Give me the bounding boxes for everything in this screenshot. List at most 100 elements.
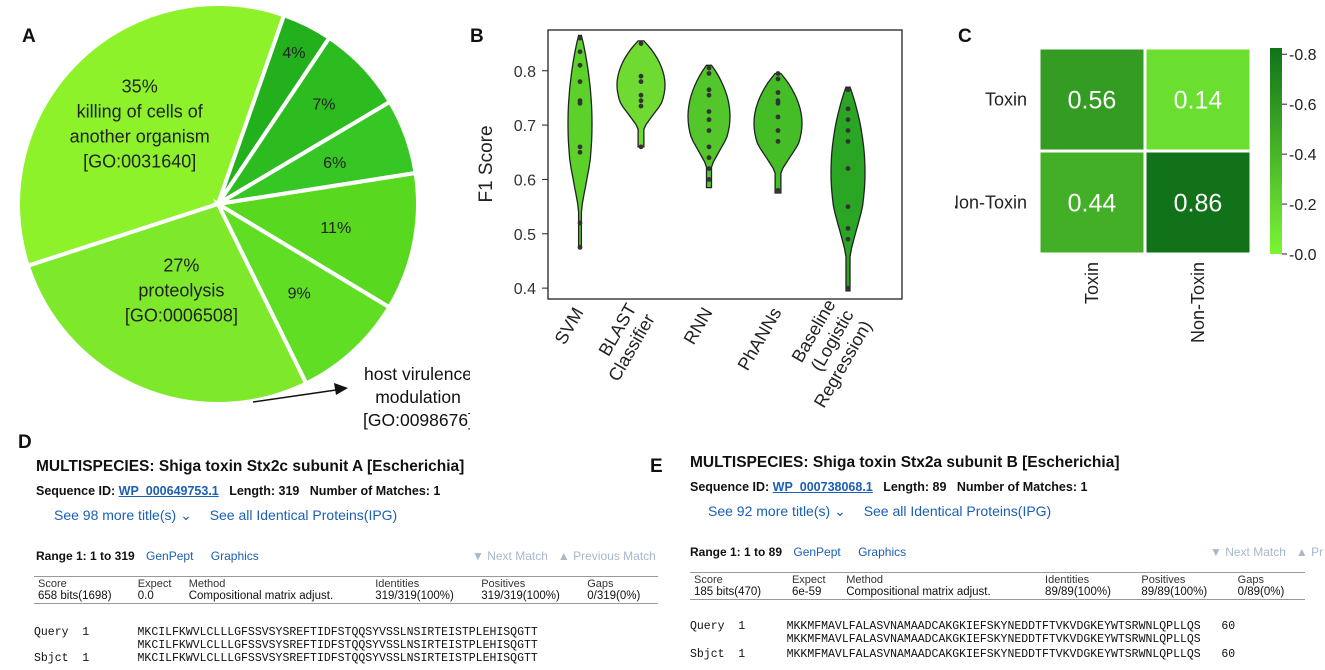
pie-slice bbox=[25, 201, 309, 406]
violin-point bbox=[706, 71, 712, 76]
y-axis-label: F1 Score bbox=[476, 125, 497, 202]
violin-point bbox=[775, 71, 781, 76]
violin-point bbox=[845, 128, 851, 133]
y-tick-label: 0.7 bbox=[514, 118, 536, 135]
more-titles-link[interactable]: See 92 more title(s) ⌄ bbox=[708, 503, 846, 519]
previous-match-link[interactable]: ▲ Pr bbox=[1295, 545, 1324, 559]
pie-slice-label: killing of cells of bbox=[77, 101, 204, 121]
violin-point bbox=[845, 236, 851, 242]
violin-point bbox=[706, 92, 712, 98]
violin-point bbox=[577, 149, 583, 155]
table-value-cell: 185 bits(470) bbox=[690, 586, 788, 600]
violin-point bbox=[638, 103, 644, 109]
table-header-cell: Gaps bbox=[583, 576, 658, 590]
table-value-cell: 89/89(100%) bbox=[1137, 586, 1234, 600]
pie-slice-percent: 4% bbox=[282, 45, 305, 62]
y-tick-label: 0.4 bbox=[514, 281, 536, 298]
violin-point bbox=[775, 187, 781, 193]
heatmap-col-label: Non-Toxin bbox=[1188, 262, 1208, 343]
violin-point bbox=[706, 128, 712, 133]
range-label: Range 1: 1 to 89 bbox=[690, 545, 783, 559]
previous-match-link[interactable]: ▲ Previous Match bbox=[557, 549, 656, 563]
identical-proteins-link[interactable]: See all Identical Proteins(IPG) bbox=[209, 507, 398, 523]
violin-point bbox=[577, 79, 583, 85]
blast-title: MULTISPECIES: Shiga toxin Stx2c subunit … bbox=[36, 458, 465, 475]
match-nav: ▼ Next Match ▲ Previous Match bbox=[472, 549, 656, 563]
violin-point bbox=[845, 225, 851, 231]
graphics-link[interactable]: Graphics bbox=[210, 549, 259, 563]
sequence-id-link[interactable]: WP_000649753.1 bbox=[118, 484, 219, 498]
next-match-link[interactable]: ▼ Next Match bbox=[472, 549, 548, 563]
table-value-cell: 319/319(100%) bbox=[371, 590, 478, 604]
violin-point bbox=[706, 109, 712, 114]
colorbar-tick-label: -0.2 bbox=[1289, 197, 1317, 214]
table-value-cell: 0.0 bbox=[133, 590, 185, 604]
violin-point bbox=[706, 117, 712, 123]
table-header-cell: Method bbox=[842, 572, 1042, 586]
chevron-down-icon: ⌄ bbox=[834, 503, 846, 519]
annotation-arrow-head bbox=[334, 383, 348, 395]
heatmap-col-label: Toxin bbox=[1082, 262, 1102, 304]
violin-point bbox=[638, 79, 644, 85]
violin-point bbox=[775, 100, 781, 106]
match-sequence: MKCILFKWVLCLLLGFSSVSYSREFTIDFSTQQSYVSSLN… bbox=[34, 639, 538, 652]
graphics-link[interactable]: Graphics bbox=[858, 545, 907, 559]
heatmap-cell-value: 0.44 bbox=[1068, 190, 1117, 218]
table-value-cell: 0/89(0%) bbox=[1233, 586, 1305, 600]
violin-point bbox=[775, 128, 781, 133]
panel-label-c: C bbox=[958, 26, 972, 47]
violin-point bbox=[775, 90, 781, 95]
pie-slice-label: [GO:0006508] bbox=[125, 306, 238, 326]
pie-slice-percent: 7% bbox=[312, 97, 335, 114]
violin-point bbox=[706, 166, 712, 171]
panel-label-b: B bbox=[470, 26, 484, 47]
violin-body bbox=[753, 72, 803, 194]
genpept-link[interactable]: GenPept bbox=[146, 549, 194, 563]
y-tick-label: 0.5 bbox=[514, 227, 536, 244]
alignment-stats-table: Score Expect Method Identities Positives Gaps… bbox=[34, 576, 658, 604]
annotation-arrow-line bbox=[252, 389, 337, 403]
colorbar bbox=[1270, 48, 1282, 254]
violin-point bbox=[845, 285, 851, 291]
table-value-cell: 319/319(100%) bbox=[477, 590, 584, 604]
table-header-cell: Score bbox=[34, 576, 134, 590]
sequence-id-link[interactable]: WP_000738068.1 bbox=[772, 480, 873, 494]
next-match-link[interactable]: ▼ Next Match bbox=[1210, 545, 1286, 559]
match-sequence: MKKMFMAVLFALASVNAMAADCAKGKIEFSKYNEDDTFTV… bbox=[690, 633, 1201, 646]
table-header-cell: Identities bbox=[371, 576, 478, 590]
violin-body bbox=[687, 64, 731, 189]
table-value-cell: Compositional matrix adjust. bbox=[842, 586, 1042, 600]
blast-result-d: MULTISPECIES: Shiga toxin Stx2c subunit … bbox=[34, 458, 658, 665]
violin-point bbox=[706, 87, 712, 93]
table-header-cell: Positives bbox=[477, 576, 584, 590]
violin-point bbox=[775, 76, 781, 82]
pie-chart: 35% killing of cells of another organism [G… bbox=[16, 2, 470, 430]
violin-point bbox=[706, 144, 712, 150]
identical-proteins-link[interactable]: See all Identical Proteins(IPG) bbox=[863, 503, 1052, 519]
violin-point bbox=[638, 98, 644, 104]
table-value-cell: 89/89(100%) bbox=[1041, 586, 1138, 600]
heatmap-cell bbox=[1143, 149, 1253, 256]
length-value: 319 bbox=[278, 484, 300, 498]
violin-point bbox=[638, 73, 644, 79]
violin-point bbox=[845, 139, 851, 144]
table-value-cell: 6e-59 bbox=[787, 586, 843, 600]
violin-point bbox=[638, 144, 644, 150]
more-titles-link[interactable]: See 98 more title(s) ⌄ bbox=[54, 507, 192, 523]
heatmap-cell-value: 0.14 bbox=[1174, 87, 1223, 115]
alignment-stats-table: Score Expect Method Identities Positives Gaps… bbox=[690, 572, 1305, 600]
length-value: 89 bbox=[932, 480, 947, 494]
genpept-link[interactable]: GenPept bbox=[793, 545, 841, 559]
violin-point bbox=[638, 92, 644, 98]
pie-slice-percent: 9% bbox=[288, 285, 311, 302]
violin-point bbox=[845, 166, 851, 171]
violin-point bbox=[577, 244, 583, 250]
heatmap-cell-value: 0.56 bbox=[1068, 87, 1117, 115]
pie-slice-percent: 35% bbox=[122, 76, 158, 96]
annotation-text: host virulence modulation [GO:0098676] bbox=[363, 364, 470, 430]
violin-point bbox=[845, 204, 851, 210]
panel-label-e: E bbox=[650, 456, 663, 477]
table-value-cell: Compositional matrix adjust. bbox=[184, 590, 372, 604]
pie-slice-percent: 6% bbox=[323, 155, 346, 172]
